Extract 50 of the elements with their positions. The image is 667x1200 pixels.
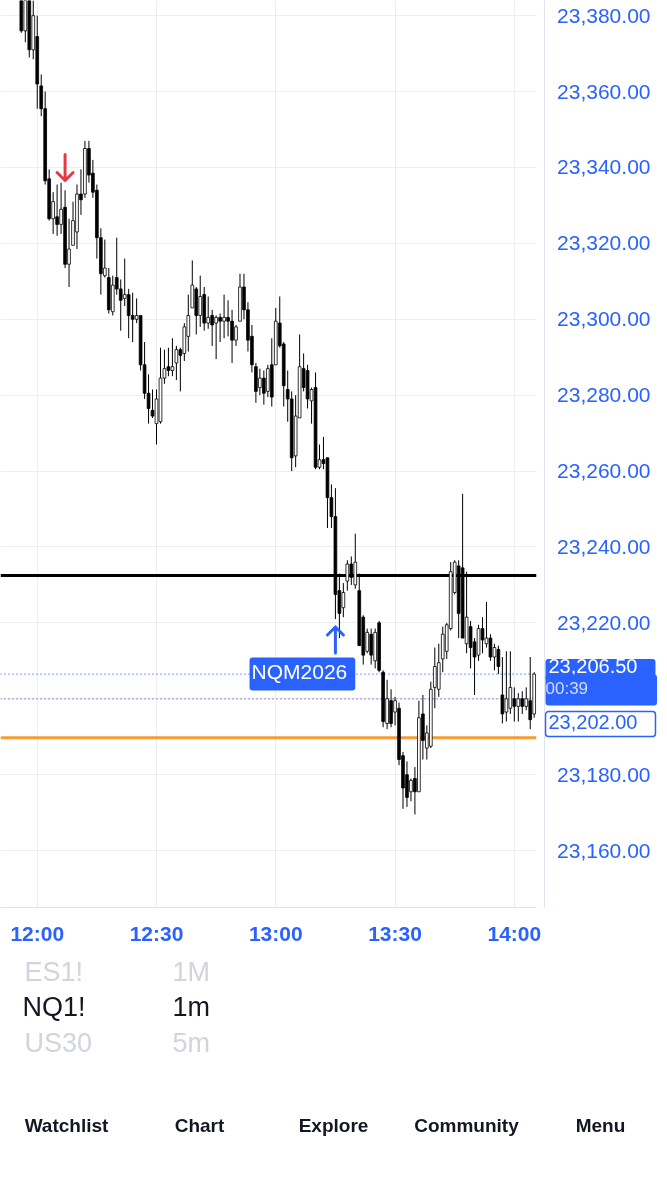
text: Watchlist (24, 1115, 110, 1136)
candlestick (389, 688, 393, 728)
y-tick-label: 23,360.00 (557, 79, 651, 103)
text: 1m (172, 991, 211, 1022)
candlestick (258, 368, 262, 396)
candlestick (130, 292, 135, 343)
candlestick (512, 686, 517, 723)
candlestick (206, 296, 210, 330)
text: 23,202.00 (548, 710, 638, 733)
x-tick-label: 14:00 (487, 921, 542, 945)
candlestick (222, 294, 226, 339)
text: Chart (174, 1115, 225, 1136)
candlestick (218, 313, 222, 343)
x-tick-label: 12:00 (10, 921, 65, 945)
candlestick (214, 314, 218, 360)
x-tick-label: 13:00 (248, 921, 303, 945)
y-tick-label: 23,380.00 (557, 3, 651, 27)
y-tick-label: 23,320.00 (557, 231, 651, 255)
text: Explore (298, 1115, 369, 1136)
candlestick (234, 324, 238, 347)
y-tick-label: 23,280.00 (557, 383, 651, 407)
ref-line-label: NQM2026 (251, 659, 348, 683)
text: NQ1! (22, 991, 86, 1022)
text: 00:39 (545, 678, 589, 698)
x-tick-label: 13:30 (368, 921, 422, 945)
candlestick (504, 650, 509, 723)
y-tick-label: 23,240.00 (557, 534, 651, 558)
y-tick-label: 23,340.00 (557, 155, 651, 179)
y-tick-label: 23,160.00 (557, 838, 651, 862)
candlestick (55, 184, 59, 237)
candlestick (349, 555, 354, 586)
y-tick-label: 23,220.00 (557, 610, 651, 634)
text: Community (414, 1115, 520, 1136)
candlestick (266, 364, 270, 398)
y-tick-label: 23,300.00 (557, 307, 651, 331)
candlestick (496, 645, 501, 675)
text: 23,206.50 (548, 655, 638, 678)
x-tick-label: 12:30 (129, 921, 184, 945)
candlestick (409, 777, 413, 802)
y-tick-label: 23,180.00 (557, 762, 651, 786)
y-tick-label: 23,260.00 (557, 459, 651, 483)
candlestick (500, 656, 505, 724)
candlestick (170, 337, 175, 377)
candlestick (520, 690, 525, 715)
candlestick (516, 692, 521, 723)
candlestick (341, 582, 346, 618)
candlestick (126, 288, 131, 339)
text: Menu (575, 1115, 626, 1136)
candlestick (198, 275, 203, 328)
candlestick (369, 628, 373, 666)
